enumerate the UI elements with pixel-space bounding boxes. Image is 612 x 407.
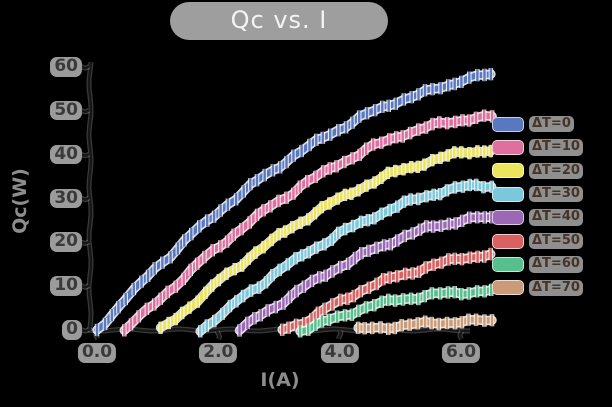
y-tick-text: 20: [50, 232, 82, 252]
y-tick-mark: [80, 109, 90, 114]
error-bars-5: [281, 247, 492, 336]
y-tick-mark: [80, 328, 90, 333]
chart-title: Qc vs. I: [170, 2, 388, 40]
legend-label: ΔT=20: [529, 162, 583, 179]
y-tick-label: 30: [28, 188, 82, 209]
y-tick-text: 0: [62, 319, 82, 340]
x-axis-label: I(A): [260, 369, 300, 391]
legend-entry-ΔT=10: ΔT=10: [492, 137, 583, 157]
legend-label: ΔT=0: [529, 115, 574, 133]
y-tick-text: 60: [50, 56, 82, 77]
legend-swatch: [492, 186, 524, 202]
series-line-2: [157, 148, 494, 331]
y-tick-mark: [80, 240, 90, 245]
legend-entry-ΔT=70: ΔT=70: [492, 278, 583, 298]
y-tick-label: 40: [28, 144, 82, 165]
y-tick-label: 50: [28, 100, 82, 121]
legend-entry-ΔT=60: ΔT=60: [492, 254, 583, 274]
error-bars-0: [95, 68, 493, 337]
legend-swatch: [492, 280, 524, 296]
y-tick-label: 10: [28, 275, 82, 296]
legend-label: ΔT=50: [529, 232, 583, 250]
y-tick-mark: [80, 284, 90, 289]
y-tick-text: 10: [50, 276, 82, 296]
y-tick-label: 0: [28, 319, 82, 340]
legend-entry-ΔT=20: ΔT=20: [492, 161, 583, 181]
error-bars-2: [159, 144, 492, 334]
error-bars-4: [238, 211, 493, 337]
x-tick-label: 4.0: [320, 342, 359, 363]
legend-entry-ΔT=40: ΔT=40: [492, 208, 583, 228]
legend-label: ΔT=70: [529, 279, 583, 296]
legend-label: ΔT=60: [529, 256, 583, 273]
legend-swatch: [492, 116, 524, 132]
error-bars-3: [199, 178, 493, 338]
y-tick-label: 20: [28, 231, 82, 252]
legend-label: ΔT=30: [529, 186, 583, 203]
legend-entry-ΔT=30: ΔT=30: [492, 184, 583, 204]
x-tick-mark: [458, 330, 463, 340]
legend-entry-ΔT=0: ΔT=0: [492, 114, 574, 134]
y-tick-text: 40: [50, 144, 82, 165]
error-bars-6: [298, 283, 493, 338]
legend-swatch: [492, 210, 524, 226]
legend-label: ΔT=10: [529, 139, 583, 156]
y-tick-text: 50: [50, 100, 82, 121]
x-tick-mark: [216, 330, 221, 340]
x-tick-text: 6.0: [441, 342, 481, 363]
x-tick-label: 0.0: [77, 342, 117, 363]
y-tick-text: 30: [50, 188, 82, 209]
x-tick-text: 0.0: [77, 342, 117, 363]
y-tick-label: 60: [28, 56, 82, 77]
error-bars-7: [356, 313, 494, 335]
legend-swatch: [492, 163, 524, 179]
x-tick-mark: [337, 330, 343, 340]
legend-swatch: [492, 233, 524, 249]
legend-entry-ΔT=50: ΔT=50: [492, 231, 583, 251]
error-bars-1: [123, 109, 494, 337]
y-tick-mark: [80, 65, 90, 70]
y-tick-mark: [80, 196, 90, 201]
legend-label: ΔT=40: [529, 209, 583, 226]
chart-title-text: Qc vs. I: [230, 6, 328, 34]
legend-swatch: [492, 139, 524, 155]
x-tick-label: 2.0: [199, 342, 238, 363]
x-tick-text: 2.0: [199, 342, 238, 363]
legend-swatch: [492, 256, 524, 272]
y-tick-mark: [80, 152, 90, 158]
x-tick-text: 4.0: [320, 342, 359, 363]
x-tick-label: 6.0: [441, 342, 481, 363]
